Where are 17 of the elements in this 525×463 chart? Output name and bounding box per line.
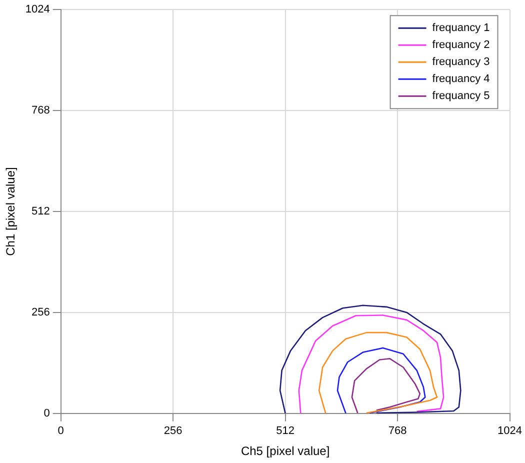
legend-label: frequancy 3 (432, 56, 490, 68)
y-tick-label: 256 (32, 306, 50, 318)
y-tick-label: 768 (32, 104, 50, 117)
x-tick-label: 512 (276, 425, 294, 438)
x-tick-label: 768 (388, 425, 407, 438)
y-tick-label: 1024 (25, 4, 50, 16)
legend-label: frequancy 5 (432, 90, 490, 102)
y-tick-label: 0 (44, 407, 50, 420)
y-axis-title: Ch1 [pixel value] (4, 167, 18, 256)
legend-label: frequancy 1 (432, 22, 490, 34)
y-tick-label: 512 (32, 206, 50, 218)
x-tick-label: 0 (58, 425, 64, 438)
legend-label: frequancy 4 (432, 73, 490, 86)
x-axis-title: Ch5 [pixel value] (240, 444, 330, 458)
x-tick-label: 1024 (498, 425, 522, 438)
legend-label: frequancy 2 (432, 39, 490, 52)
x-tick-label: 256 (164, 425, 182, 438)
